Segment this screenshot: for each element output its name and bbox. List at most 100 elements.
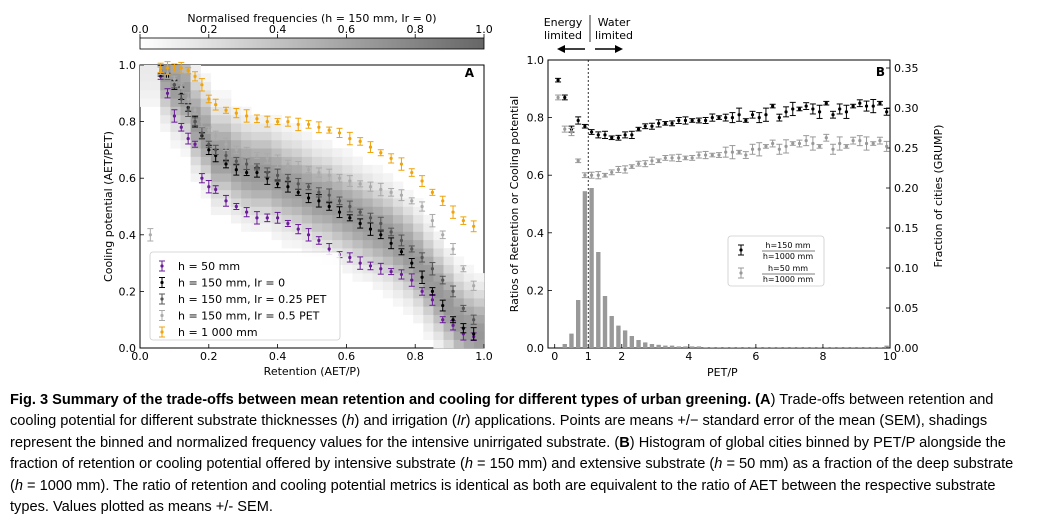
data-point-dot xyxy=(583,124,587,128)
data-point-dot xyxy=(703,153,708,157)
data-point xyxy=(628,130,635,139)
data-point-dot xyxy=(670,121,674,125)
data-point xyxy=(729,112,736,124)
heatmap-cell xyxy=(443,264,454,274)
heatmap-cell xyxy=(160,73,171,82)
heatmap-cell xyxy=(463,323,475,332)
heatmap-cell xyxy=(332,189,343,199)
data-point xyxy=(346,214,353,222)
data-point xyxy=(762,107,769,122)
data-point-dot xyxy=(179,66,183,70)
data-point xyxy=(756,112,763,124)
heatmap-cell xyxy=(241,181,252,191)
legend-marker xyxy=(159,310,165,321)
data-point xyxy=(716,152,722,158)
data-point-dot xyxy=(643,124,647,128)
data-point-dot xyxy=(616,167,621,172)
data-point xyxy=(178,122,185,132)
data-point-dot xyxy=(358,139,362,144)
heatmap-cell xyxy=(403,189,414,199)
heatmap-cell xyxy=(433,314,444,324)
y2-tick-label: 0.30 xyxy=(894,102,919,115)
data-point xyxy=(315,187,322,198)
data-point-dot xyxy=(797,141,802,146)
data-point xyxy=(608,169,615,176)
data-point-dot xyxy=(838,141,842,146)
data-point xyxy=(305,183,312,191)
y-tick-label: 0.4 xyxy=(119,229,137,242)
heatmap-cell xyxy=(220,123,232,132)
data-point xyxy=(243,109,250,123)
data-point xyxy=(695,117,702,124)
heatmap-cell xyxy=(413,231,424,241)
data-point xyxy=(675,153,682,163)
data-point-dot xyxy=(207,97,211,101)
heatmap-cell xyxy=(403,248,414,257)
caption-ref-b: B xyxy=(619,434,630,451)
heatmap-cell xyxy=(301,139,313,149)
data-point-dot xyxy=(858,139,862,143)
data-point xyxy=(305,166,312,174)
heatmap-cell xyxy=(392,198,404,207)
heatmap-cell xyxy=(190,123,202,132)
heatmap-cell xyxy=(291,148,303,157)
heatmap-cell xyxy=(322,173,333,182)
data-point-dot xyxy=(730,150,735,154)
histogram-bar xyxy=(830,347,836,348)
data-point xyxy=(419,270,426,284)
heatmap-cell xyxy=(392,214,404,224)
histogram-bar xyxy=(790,347,795,348)
caption-text: ) Trade-offs between retention and cooli… xyxy=(10,392,994,430)
data-point-dot xyxy=(276,216,280,220)
heatmap-cell xyxy=(180,73,191,82)
data-point-dot xyxy=(389,241,393,245)
data-point xyxy=(836,136,843,151)
heatmap-cell xyxy=(261,114,272,124)
heatmap-cell xyxy=(301,148,313,157)
data-point-dot xyxy=(296,190,300,194)
data-point xyxy=(243,146,250,159)
heatmap-cell xyxy=(413,206,424,216)
data-point xyxy=(429,262,436,276)
heatmap-cell xyxy=(423,323,434,332)
x-tick-label: 0.6 xyxy=(338,350,356,363)
data-point xyxy=(756,142,763,157)
data-point xyxy=(439,275,446,285)
heatmap-cell xyxy=(443,248,454,257)
data-point-dot xyxy=(764,113,768,117)
heatmap-cell xyxy=(190,81,202,91)
data-point-dot xyxy=(583,173,587,177)
data-point xyxy=(876,136,883,145)
heatmap-cell xyxy=(281,223,293,232)
data-point-dot xyxy=(724,150,728,154)
heatmap-cell xyxy=(332,239,343,249)
colorbar-title: Normalised frequencies (h = 150 mm, Ir =… xyxy=(187,12,436,25)
data-point-dot xyxy=(603,173,607,177)
histogram-bar xyxy=(844,347,849,348)
data-point-dot xyxy=(596,133,600,137)
caption-text: = 150 mm) and extensive substrate ( xyxy=(472,456,715,473)
heatmap-cell xyxy=(312,198,323,207)
heatmap-cell xyxy=(413,298,424,307)
heatmap-cell xyxy=(150,81,161,91)
data-point-dot xyxy=(337,199,342,203)
heatmap-cell xyxy=(312,223,323,232)
heatmap-cell xyxy=(352,248,363,257)
histogram-bar xyxy=(877,347,883,348)
y-tick-label: 1.0 xyxy=(119,59,137,72)
histogram-bar xyxy=(783,347,789,348)
heatmap-cell xyxy=(160,114,171,124)
data-point-dot xyxy=(750,147,755,151)
data-point-dot xyxy=(461,267,465,271)
data-point-dot xyxy=(265,120,269,124)
heatmap-cell xyxy=(413,273,424,282)
y2-tick-label: 0.10 xyxy=(894,262,919,275)
data-point-dot xyxy=(811,141,815,146)
heatmap-cell xyxy=(352,164,363,174)
heatmap-cell xyxy=(403,239,414,249)
heatmap-cell xyxy=(170,131,181,141)
heatmap-cell xyxy=(271,123,282,132)
heatmap-cell xyxy=(433,331,444,340)
heatmap-cell xyxy=(342,264,353,274)
data-point-dot xyxy=(811,107,815,111)
